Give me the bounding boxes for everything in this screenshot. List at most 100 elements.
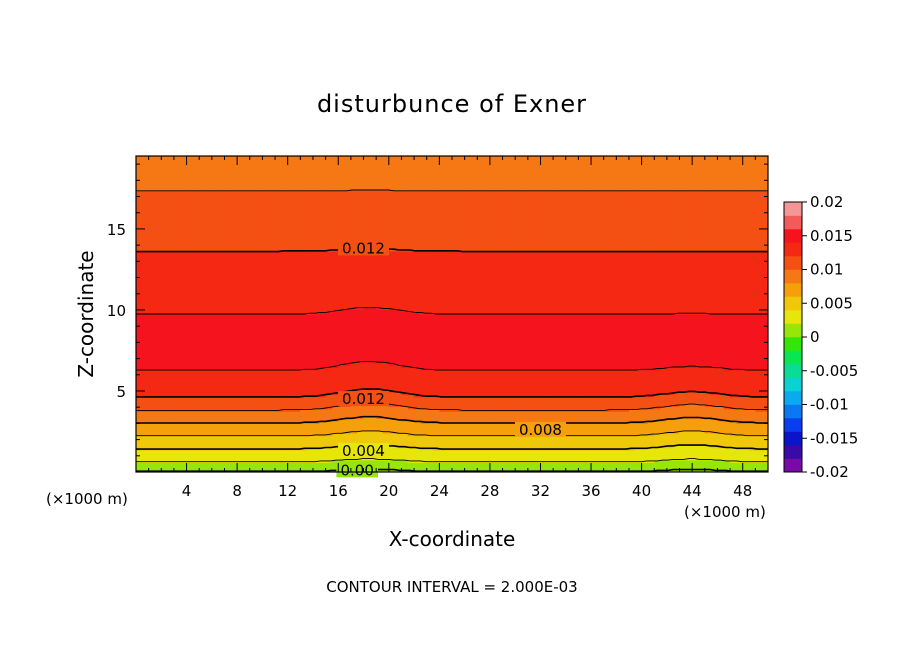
field-cell bbox=[237, 391, 245, 395]
field-cell bbox=[319, 355, 327, 359]
field-cell bbox=[148, 365, 156, 369]
field-cell bbox=[180, 272, 188, 276]
field-cell bbox=[161, 253, 169, 257]
field-cell bbox=[312, 272, 320, 276]
field-cell bbox=[294, 282, 301, 286]
field-cell bbox=[180, 160, 188, 164]
field-cell bbox=[148, 367, 156, 371]
field-cell bbox=[312, 382, 320, 386]
field-cell bbox=[211, 248, 219, 252]
field-cell bbox=[281, 226, 289, 230]
field-cell bbox=[192, 382, 200, 386]
field-cell bbox=[224, 238, 232, 242]
field-cell bbox=[268, 335, 276, 339]
field-cell bbox=[243, 260, 251, 264]
field-cell bbox=[205, 391, 213, 395]
field-cell bbox=[154, 403, 162, 407]
field-cell bbox=[161, 360, 169, 364]
field-cell bbox=[262, 260, 270, 264]
field-cell bbox=[325, 348, 333, 352]
field-cell bbox=[186, 165, 194, 169]
field-cell bbox=[142, 221, 150, 225]
field-cell bbox=[300, 350, 308, 354]
field-cell bbox=[237, 243, 245, 247]
field-cell bbox=[173, 367, 181, 371]
field-cell bbox=[218, 382, 226, 386]
field-cell bbox=[256, 440, 263, 444]
field-cell bbox=[325, 243, 333, 247]
field-cell bbox=[167, 374, 175, 378]
field-cell bbox=[154, 265, 162, 269]
field-cell bbox=[312, 425, 320, 429]
field-cell bbox=[306, 416, 314, 420]
field-cell bbox=[294, 192, 301, 196]
field-cell bbox=[294, 406, 301, 410]
field-cell bbox=[262, 394, 270, 398]
field-cell bbox=[192, 253, 200, 257]
field-cell bbox=[136, 423, 143, 427]
field-cell bbox=[211, 168, 219, 172]
field-cell bbox=[281, 394, 289, 398]
field-cell bbox=[294, 177, 301, 181]
field-cell bbox=[199, 173, 207, 177]
field-cell bbox=[148, 352, 156, 356]
field-cell bbox=[142, 382, 150, 386]
field-cell bbox=[230, 187, 238, 191]
field-cell bbox=[325, 292, 333, 296]
field-cell bbox=[243, 168, 251, 172]
field-cell bbox=[142, 289, 150, 293]
field-cell bbox=[268, 411, 276, 415]
field-cell bbox=[237, 272, 245, 276]
field-cell bbox=[142, 372, 150, 376]
field-cell bbox=[331, 442, 339, 446]
field-cell bbox=[338, 340, 346, 344]
field-cell bbox=[230, 437, 238, 441]
field-cell bbox=[186, 311, 194, 315]
field-cell bbox=[312, 462, 320, 466]
field-cell bbox=[161, 180, 169, 184]
field-cell bbox=[199, 406, 207, 410]
field-cell bbox=[268, 382, 276, 386]
field-cell bbox=[256, 202, 263, 206]
field-cell bbox=[287, 413, 295, 417]
field-cell bbox=[230, 209, 238, 213]
field-cell bbox=[325, 464, 333, 468]
field-cell bbox=[331, 369, 339, 373]
field-cell bbox=[230, 233, 238, 237]
field-cell bbox=[142, 399, 150, 403]
field-cell bbox=[173, 450, 181, 454]
field-cell bbox=[275, 440, 282, 444]
field-cell bbox=[186, 369, 194, 373]
field-cell bbox=[306, 348, 314, 352]
field-cell bbox=[243, 406, 251, 410]
field-cell bbox=[167, 367, 175, 371]
field-cell bbox=[262, 209, 270, 213]
field-cell bbox=[136, 462, 143, 466]
field-cell bbox=[237, 255, 245, 259]
field-cell bbox=[249, 243, 257, 247]
field-cell bbox=[136, 231, 143, 235]
field-cell bbox=[205, 326, 213, 330]
field-cell bbox=[331, 335, 339, 339]
field-cell bbox=[211, 221, 219, 225]
field-cell bbox=[256, 406, 263, 410]
field-cell bbox=[218, 445, 226, 449]
field-cell bbox=[186, 296, 194, 301]
field-cell bbox=[294, 314, 301, 318]
field-cell bbox=[199, 323, 207, 327]
field-cell bbox=[142, 314, 150, 318]
field-cell bbox=[312, 294, 320, 298]
field-cell bbox=[218, 165, 226, 169]
field-cell bbox=[218, 253, 226, 257]
field-cell bbox=[243, 255, 251, 259]
field-cell bbox=[136, 433, 143, 437]
field-cell bbox=[237, 165, 245, 169]
field-cell bbox=[192, 175, 200, 179]
field-cell bbox=[161, 209, 169, 213]
field-cell bbox=[192, 389, 200, 393]
field-cell bbox=[205, 265, 213, 269]
field-cell bbox=[237, 175, 245, 179]
field-cell bbox=[338, 224, 346, 228]
field-cell bbox=[199, 190, 207, 194]
field-cell bbox=[275, 442, 282, 446]
